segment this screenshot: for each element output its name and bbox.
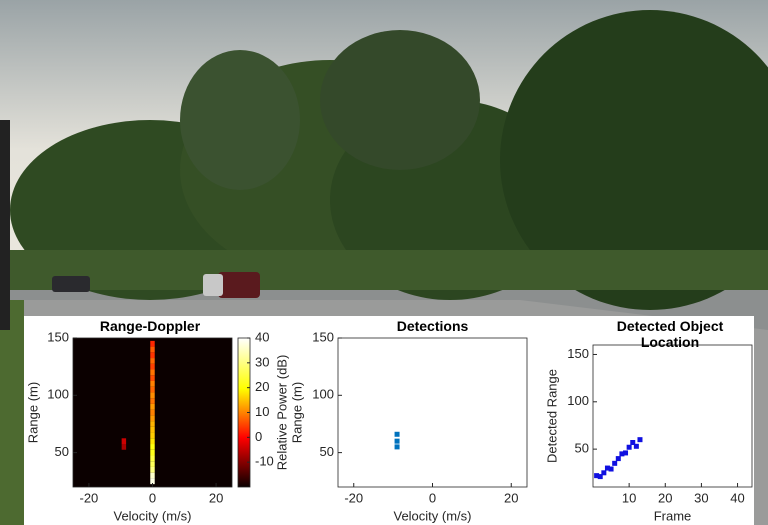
x-tick-label: 20 xyxy=(658,490,672,505)
x-tick-label: 10 xyxy=(622,490,636,505)
heatmap-cell xyxy=(150,421,155,427)
colorbar-tick-label: 0 xyxy=(255,429,262,444)
point xyxy=(623,450,629,456)
y-tick-label: 100 xyxy=(567,393,589,408)
colorbar-tick-label: -10 xyxy=(255,454,274,469)
heatmap-cell xyxy=(150,386,155,393)
colorbar-tick-label: 30 xyxy=(255,354,269,369)
y-axis-label: Detected Range xyxy=(544,369,559,463)
heatmap-cell xyxy=(150,369,155,376)
axes-frame xyxy=(592,344,753,488)
point xyxy=(604,465,610,471)
heatmap-cell xyxy=(150,461,155,467)
heatmap-cell xyxy=(150,398,155,404)
chart-title: Detections xyxy=(396,318,469,334)
chart-title: Detected Object Location xyxy=(616,318,724,350)
y-tick-label: 150 xyxy=(312,329,334,344)
heatmap-cell xyxy=(121,438,127,445)
point xyxy=(608,466,614,472)
heatmap-cell xyxy=(150,426,155,433)
point xyxy=(612,460,618,466)
x-axis-label: Velocity (m/s) xyxy=(113,508,191,523)
heatmap-cell xyxy=(150,478,155,485)
point xyxy=(615,456,621,462)
point xyxy=(594,473,600,479)
heatmap-cell xyxy=(150,346,155,353)
point xyxy=(633,443,639,449)
x-axis-label: Frame xyxy=(654,508,692,523)
x-tick-label: 20 xyxy=(209,490,223,505)
point xyxy=(394,431,400,437)
x-tick-label: -20 xyxy=(344,490,363,505)
colorbar-tick-label: 10 xyxy=(255,404,269,419)
x-tick-label: 40 xyxy=(730,490,744,505)
y-axis-label: Range (m) xyxy=(25,382,40,443)
heatmap-cell xyxy=(150,352,155,359)
y-tick-label: 50 xyxy=(575,441,589,456)
y-tick-label: 150 xyxy=(567,346,589,361)
heatmap-cell xyxy=(150,363,155,370)
heatmap-cell xyxy=(150,449,155,456)
plot-area xyxy=(338,338,527,487)
point xyxy=(626,444,632,450)
x-axis-label: Velocity (m/s) xyxy=(393,508,471,523)
point xyxy=(619,451,625,457)
heatmap-cell xyxy=(150,392,155,399)
x-tick-label: 0 xyxy=(149,490,156,505)
point xyxy=(637,437,643,443)
colorbar-tick-label: 20 xyxy=(255,379,269,394)
y-tick-label: 100 xyxy=(312,387,334,402)
heatmap-cell xyxy=(150,466,155,473)
point xyxy=(394,438,400,444)
point xyxy=(394,444,400,450)
y-axis-label: Range (m) xyxy=(289,382,304,443)
heatmap-cell xyxy=(150,444,155,450)
heatmap-cell xyxy=(150,415,155,422)
heatmap-cell xyxy=(150,455,155,462)
y-tick-label: 150 xyxy=(47,329,69,344)
heatmap-cell xyxy=(150,438,155,445)
y-tick-label: 50 xyxy=(55,444,69,459)
y-tick-label: 100 xyxy=(47,387,69,402)
y-tick-label: 50 xyxy=(320,444,334,459)
x-tick-label: 20 xyxy=(504,490,518,505)
heatmap-cell xyxy=(150,403,155,410)
heatmap-cell xyxy=(150,409,155,416)
chart-title: Range-Doppler xyxy=(99,318,201,334)
heatmap-cell xyxy=(150,340,155,347)
heatmap-cell xyxy=(121,444,127,450)
heatmap-cell xyxy=(150,375,155,381)
x-tick-label: 0 xyxy=(429,490,436,505)
heatmap-cell xyxy=(150,358,155,364)
point xyxy=(601,470,607,476)
heatmap-cell xyxy=(150,472,155,479)
heatmap-cell xyxy=(150,432,155,439)
point xyxy=(597,474,603,480)
heatmap-cell xyxy=(150,380,155,387)
colorbar-tick-label: 40 xyxy=(255,329,269,344)
colorbar-label: Relative Power (dB) xyxy=(274,355,289,471)
plot-area xyxy=(593,345,752,487)
x-tick-label: -20 xyxy=(80,490,99,505)
x-tick-label: 30 xyxy=(694,490,708,505)
point xyxy=(630,440,636,446)
